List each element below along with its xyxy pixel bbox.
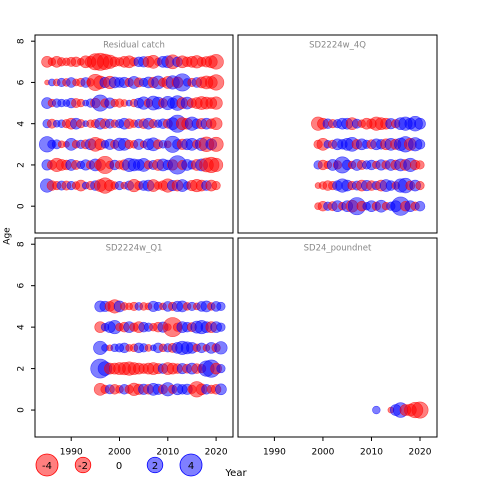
y-tick-label: 0 [17,407,27,413]
bubble [372,405,381,415]
bubble [216,364,226,374]
x-tick-label: 2020 [409,448,432,458]
bubble [209,157,224,172]
legend-label: -4 [42,461,52,472]
y-tick-label: 2 [17,162,27,168]
legend-label: 0 [116,461,122,472]
bubble [411,401,429,419]
y-tick-label: 4 [17,121,27,127]
bubble [414,117,426,130]
legend-label: 2 [152,461,158,472]
bubble [208,54,224,70]
legend-bubble [179,453,203,477]
bubble [208,136,224,152]
bubble [214,341,228,355]
legend-label: -2 [78,461,88,472]
x-tick-label: 2000 [108,448,131,458]
bubble [209,96,223,110]
x-tick-label: 1990 [263,448,286,458]
panel-frame [237,34,438,234]
x-tick-label: 2010 [360,448,383,458]
legend-bubble [146,456,164,474]
y-tick-label: 4 [17,324,27,330]
x-tick-label: 2020 [205,448,228,458]
x-tick-label: 2010 [156,448,179,458]
y-tick-label: 2 [17,366,27,372]
x-tick-label: 2000 [311,448,334,458]
bubble [414,139,426,150]
panel-frame [237,237,438,438]
bubble [414,200,426,212]
bubble [415,181,425,191]
bubble [216,301,226,311]
legend-bubble [74,456,92,474]
panel-title: Residual catch [103,41,165,51]
panel-frame [34,237,234,438]
y-tick-label: 8 [17,38,27,44]
panel-title: SD2224w_Q1 [106,244,163,254]
y-tick-label: 8 [17,241,27,247]
bubble [211,181,221,191]
y-tick-label: 6 [17,283,27,289]
bubble [209,117,223,131]
bubble [208,74,225,91]
bubble [216,322,226,332]
bubble [215,383,227,396]
y-tick-label: 0 [17,203,27,209]
x-tick-label: 1990 [60,448,83,458]
panel-title: SD2224w_4Q [309,41,366,51]
panel-frame [34,34,234,234]
legend-label: 4 [188,461,194,472]
panel-title: SD24_poundnet [304,244,372,254]
x-axis-label: Year [224,468,247,479]
legend-bubble [35,453,59,477]
bubble [415,160,425,170]
y-tick-label: 6 [17,79,27,85]
y-axis-label: Age [3,227,13,245]
